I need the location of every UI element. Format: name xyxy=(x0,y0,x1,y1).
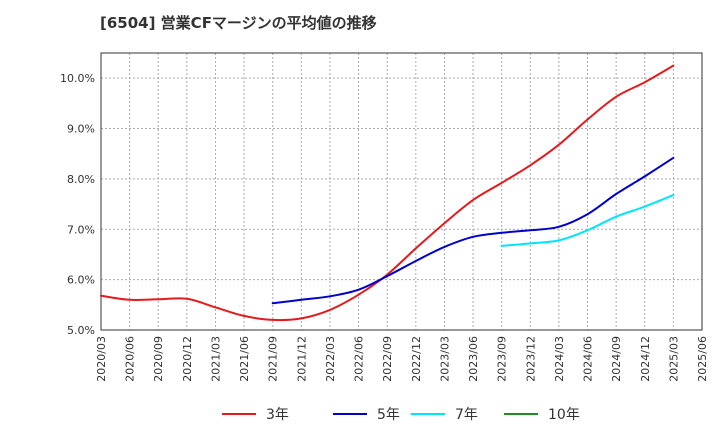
x-tick-label: 2022/12 xyxy=(410,336,423,382)
x-axis-tick-labels: 2020/03 2020/06 2020/09 2020/12 2021/03 2021/… xyxy=(95,336,709,382)
grid-lines xyxy=(100,53,703,331)
y-tick-label: 10.0% xyxy=(60,72,95,85)
y-axis-tick-labels: 5.0% 6.0% 7.0% 8.0% 9.0% 10.0% xyxy=(60,72,95,337)
plot-area-frame xyxy=(100,52,703,331)
chart-title: [6504] 営業CFマージンの平均値の推移 xyxy=(100,14,377,32)
x-tick-label: 2020/06 xyxy=(124,336,137,382)
x-tick-label: 2024/12 xyxy=(639,336,652,382)
x-tick-label: 2021/06 xyxy=(238,336,251,382)
x-tick-label: 2025/03 xyxy=(667,336,680,382)
x-tick-label: 2025/06 xyxy=(696,336,709,382)
x-tick-label: 2021/03 xyxy=(209,336,222,382)
x-tick-label: 2020/09 xyxy=(152,336,165,382)
series-lines xyxy=(100,64,675,322)
legend-label-7年: 7年 xyxy=(455,407,478,423)
series-line-5年 xyxy=(271,156,675,305)
x-tick-label: 2020/12 xyxy=(181,336,194,382)
x-tick-label: 2021/12 xyxy=(295,336,308,382)
x-tick-label: 2023/03 xyxy=(438,336,451,382)
y-tick-label: 7.0% xyxy=(67,223,95,236)
x-tick-label: 2023/09 xyxy=(496,336,509,382)
y-tick-label: 8.0% xyxy=(67,173,95,186)
series-line-3年 xyxy=(100,64,675,322)
x-tick-label: 2024/03 xyxy=(553,336,566,382)
chart-legend: 3年 5年 7年 10年 xyxy=(222,407,580,423)
x-tick-label: 2020/03 xyxy=(95,336,108,382)
x-tick-label: 2024/06 xyxy=(582,336,595,382)
legend-label-5年: 5年 xyxy=(377,407,400,423)
chart-axes xyxy=(100,52,703,331)
legend-label-10年: 10年 xyxy=(548,407,580,423)
x-tick-label: 2021/09 xyxy=(267,336,280,382)
x-tick-label: 2022/09 xyxy=(381,336,394,382)
x-tick-label: 2024/09 xyxy=(610,336,623,382)
x-tick-label: 2023/12 xyxy=(524,336,537,382)
y-tick-label: 6.0% xyxy=(67,274,95,287)
y-tick-label: 9.0% xyxy=(67,123,95,136)
y-tick-label: 5.0% xyxy=(67,324,95,337)
x-tick-label: 2022/03 xyxy=(324,336,337,382)
x-tick-label: 2022/06 xyxy=(353,336,366,382)
legend-label-3年: 3年 xyxy=(266,407,289,423)
series-line-7年 xyxy=(500,194,675,247)
x-tick-label: 2023/06 xyxy=(467,336,480,382)
